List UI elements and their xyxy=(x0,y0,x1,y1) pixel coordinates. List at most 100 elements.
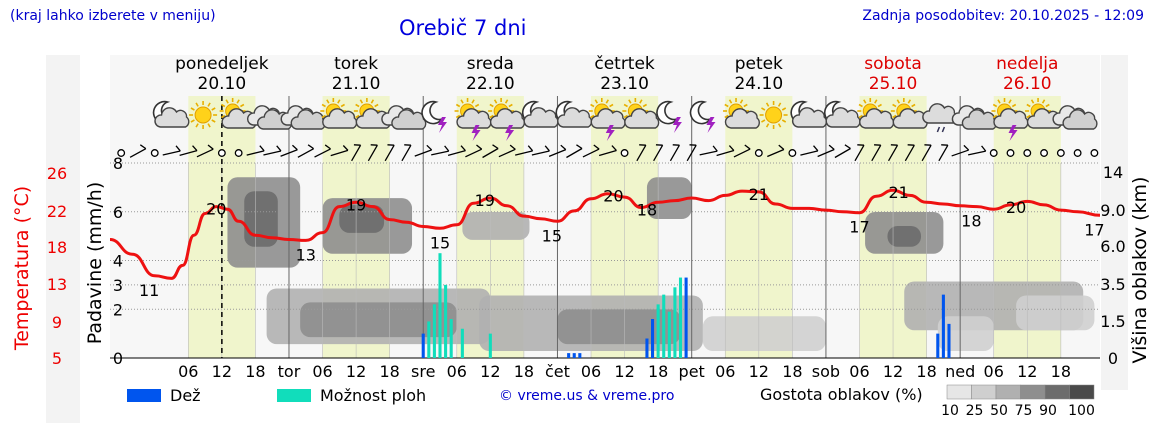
day-name: ponedeljek xyxy=(175,54,269,74)
sun-ray xyxy=(1011,103,1017,108)
x-tick-label: tor xyxy=(278,362,301,381)
wind-barb xyxy=(498,144,516,158)
barb-shaft xyxy=(968,150,986,156)
sun-ray xyxy=(858,103,863,108)
cloud-icon xyxy=(1052,105,1098,130)
cloud-patch xyxy=(300,302,457,338)
barb-flag xyxy=(207,144,214,150)
x-tick-label: sob xyxy=(812,362,840,381)
sun-ray xyxy=(1041,99,1046,104)
wind-barb xyxy=(733,144,751,158)
temperature-label: 15 xyxy=(430,233,450,252)
sun-ray xyxy=(471,99,475,104)
sun-ray xyxy=(609,103,614,108)
wind-calm xyxy=(989,149,998,157)
sun-ray xyxy=(321,114,326,119)
rain-bar xyxy=(578,353,582,358)
sun-ray xyxy=(211,119,216,123)
wind-barb xyxy=(968,145,987,156)
sun-ray xyxy=(455,114,461,119)
wind-barb xyxy=(904,144,915,162)
barb-flag xyxy=(593,144,600,150)
sun-cloud-icon xyxy=(1025,98,1062,129)
barb-flag xyxy=(890,144,898,146)
wind-calm xyxy=(234,149,243,157)
wind-barb xyxy=(465,144,483,158)
sun-cloud-icon xyxy=(353,98,391,129)
legend-showers-swatch xyxy=(277,389,311,402)
sun-cloud-icon xyxy=(890,98,928,129)
sun-ray xyxy=(639,99,643,104)
credit-link[interactable]: © vreme.us & vreme.pro xyxy=(499,388,675,404)
shower-bar xyxy=(673,287,677,358)
barb-flag xyxy=(828,144,835,150)
cloud-height-tick-label: 9.0 xyxy=(1100,201,1125,220)
moon-cloud-icon xyxy=(824,100,861,128)
temperature-label: 21 xyxy=(888,183,908,202)
legend-rain-label: Dež xyxy=(170,386,201,405)
wind-row xyxy=(117,144,1099,162)
wind-barb xyxy=(582,144,600,158)
x-tick-label: 06 xyxy=(312,362,332,381)
barb-shaft xyxy=(384,144,395,162)
barb-shaft xyxy=(263,150,282,156)
wind-barb xyxy=(699,145,718,156)
barb-flag xyxy=(924,144,932,146)
wind-barb xyxy=(636,144,647,162)
barb-flag xyxy=(560,144,567,151)
wind-barb xyxy=(401,144,412,162)
cloud-height-tick-label: 6.0 xyxy=(1100,237,1125,256)
cloud-shape xyxy=(557,107,593,128)
calm-circle xyxy=(1056,149,1065,157)
barb-shaft xyxy=(904,144,915,162)
barb-shaft xyxy=(367,144,378,162)
temp-tick-label: 5 xyxy=(52,349,62,368)
lightning-bolt xyxy=(1008,125,1018,141)
day-date: 25.10 xyxy=(869,74,918,94)
wind-calm xyxy=(788,149,797,157)
density-step-label: 25 xyxy=(966,403,984,419)
sun-ray xyxy=(370,99,375,104)
sun-ray xyxy=(858,114,863,119)
temperature-label: 11 xyxy=(139,281,159,300)
barb-flag xyxy=(139,144,147,150)
barb-shaft xyxy=(817,148,835,158)
density-swatch xyxy=(946,384,972,400)
temperature-label: 15 xyxy=(542,226,562,245)
precip-tick-label: 8 xyxy=(113,154,123,173)
x-tick-label: pet xyxy=(679,362,705,381)
density-step-label: 50 xyxy=(990,403,1008,419)
barb-flag xyxy=(611,145,617,151)
sun-ray xyxy=(474,103,480,108)
sun-ray xyxy=(220,103,226,108)
sun-ray xyxy=(907,99,912,104)
barb-flag xyxy=(259,145,265,152)
sun-ray xyxy=(1026,114,1031,119)
rain-bar xyxy=(421,333,425,358)
rain-bar xyxy=(572,353,576,358)
calm-circle xyxy=(234,149,243,157)
moon-shape xyxy=(656,100,680,125)
sun-ray xyxy=(992,103,998,108)
rain-bar xyxy=(941,294,945,358)
shower-bar xyxy=(667,311,671,358)
temp-tick-label: 26 xyxy=(47,164,67,183)
precip-tick-label: 6 xyxy=(113,203,123,222)
temperature-label: 20 xyxy=(1006,198,1026,217)
x-tick-label: 06 xyxy=(849,362,869,381)
barb-shaft xyxy=(482,147,499,159)
wind-calm xyxy=(217,149,226,157)
day-date: 21.10 xyxy=(332,74,381,94)
barb-shaft xyxy=(515,150,533,156)
x-tick-label: 06 xyxy=(715,362,735,381)
barb-shaft xyxy=(129,148,147,158)
sun-ray xyxy=(863,99,867,104)
wind-calm xyxy=(150,149,159,157)
shower-bar xyxy=(449,319,453,358)
rain-bar xyxy=(684,277,688,358)
sun-ray xyxy=(874,99,878,104)
sun-storm-icon xyxy=(991,98,1029,141)
cloud-patch xyxy=(937,316,994,352)
sun-ray xyxy=(911,103,916,108)
wind-calm xyxy=(620,149,629,157)
